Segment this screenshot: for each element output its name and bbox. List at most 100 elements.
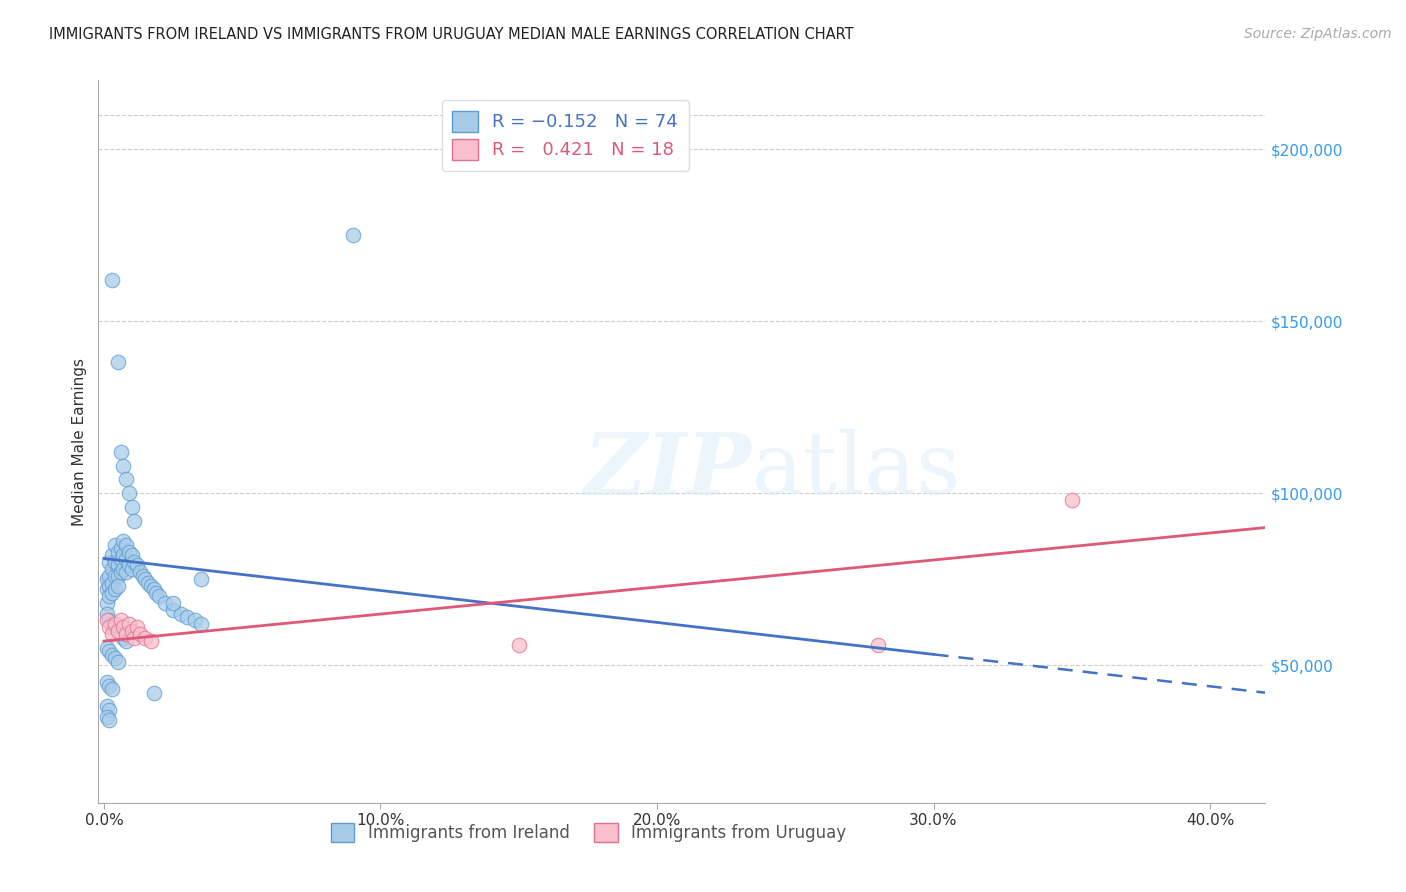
- Point: [101, 627, 124, 641]
- Point: [170, 607, 193, 621]
- Point: [153, 596, 176, 610]
- Point: [96, 675, 118, 690]
- Point: [107, 624, 129, 638]
- Point: [98, 679, 121, 693]
- Point: [110, 541, 132, 556]
- Point: [176, 610, 198, 624]
- Point: [134, 572, 156, 586]
- Point: [96, 582, 118, 597]
- Point: [342, 228, 364, 243]
- Point: [134, 631, 156, 645]
- Point: [110, 614, 132, 628]
- Point: [148, 590, 170, 604]
- Point: [162, 603, 184, 617]
- Point: [104, 538, 127, 552]
- Point: [101, 562, 124, 576]
- Point: [124, 514, 146, 528]
- Point: [127, 620, 149, 634]
- Point: [124, 555, 146, 569]
- Point: [162, 596, 184, 610]
- Point: [136, 575, 159, 590]
- Point: [139, 634, 162, 648]
- Point: [508, 638, 530, 652]
- Point: [110, 551, 132, 566]
- Point: [98, 555, 121, 569]
- Text: IMMIGRANTS FROM IRELAND VS IMMIGRANTS FROM URUGUAY MEDIAN MALE EARNINGS CORRELAT: IMMIGRANTS FROM IRELAND VS IMMIGRANTS FR…: [49, 27, 853, 42]
- Point: [121, 500, 143, 514]
- Point: [129, 566, 152, 580]
- Point: [118, 558, 141, 573]
- Point: [112, 562, 135, 576]
- Point: [868, 638, 890, 652]
- Point: [129, 627, 152, 641]
- Point: [101, 682, 124, 697]
- Point: [101, 575, 124, 590]
- Point: [104, 582, 127, 597]
- Point: [107, 558, 129, 573]
- Point: [96, 572, 118, 586]
- Point: [96, 710, 118, 724]
- Point: [121, 624, 143, 638]
- Point: [107, 568, 129, 582]
- Point: [107, 655, 129, 669]
- Point: [98, 703, 121, 717]
- Legend: Immigrants from Ireland, Immigrants from Uruguay: Immigrants from Ireland, Immigrants from…: [325, 816, 853, 848]
- Point: [1060, 493, 1083, 508]
- Point: [112, 458, 135, 473]
- Point: [115, 566, 138, 580]
- Point: [127, 558, 149, 573]
- Point: [107, 544, 129, 558]
- Point: [104, 555, 127, 569]
- Point: [142, 686, 165, 700]
- Point: [96, 640, 118, 655]
- Point: [110, 566, 132, 580]
- Point: [107, 579, 129, 593]
- Point: [104, 620, 127, 634]
- Point: [101, 273, 124, 287]
- Point: [107, 355, 129, 369]
- Point: [104, 651, 127, 665]
- Point: [104, 568, 127, 582]
- Point: [101, 648, 124, 662]
- Point: [101, 586, 124, 600]
- Text: atlas: atlas: [752, 429, 962, 512]
- Point: [112, 548, 135, 562]
- Point: [190, 572, 212, 586]
- Point: [115, 634, 138, 648]
- Point: [96, 607, 118, 621]
- Point: [98, 614, 121, 628]
- Point: [112, 534, 135, 549]
- Point: [98, 713, 121, 727]
- Point: [139, 579, 162, 593]
- Point: [121, 562, 143, 576]
- Point: [104, 616, 127, 631]
- Point: [118, 486, 141, 500]
- Text: Source: ZipAtlas.com: Source: ZipAtlas.com: [1244, 27, 1392, 41]
- Point: [110, 445, 132, 459]
- Point: [124, 631, 146, 645]
- Point: [145, 586, 167, 600]
- Point: [96, 596, 118, 610]
- Point: [98, 620, 121, 634]
- Point: [98, 579, 121, 593]
- Point: [115, 551, 138, 566]
- Text: ZIP: ZIP: [583, 429, 752, 512]
- Point: [101, 548, 124, 562]
- Point: [115, 538, 138, 552]
- Point: [115, 472, 138, 486]
- Point: [110, 627, 132, 641]
- Point: [107, 624, 129, 638]
- Point: [190, 616, 212, 631]
- Point: [96, 699, 118, 714]
- Point: [98, 590, 121, 604]
- Point: [112, 631, 135, 645]
- Point: [118, 616, 141, 631]
- Point: [96, 614, 118, 628]
- Point: [142, 582, 165, 597]
- Point: [131, 568, 153, 582]
- Point: [121, 548, 143, 562]
- Point: [115, 627, 138, 641]
- Point: [101, 616, 124, 631]
- Point: [118, 544, 141, 558]
- Point: [98, 568, 121, 582]
